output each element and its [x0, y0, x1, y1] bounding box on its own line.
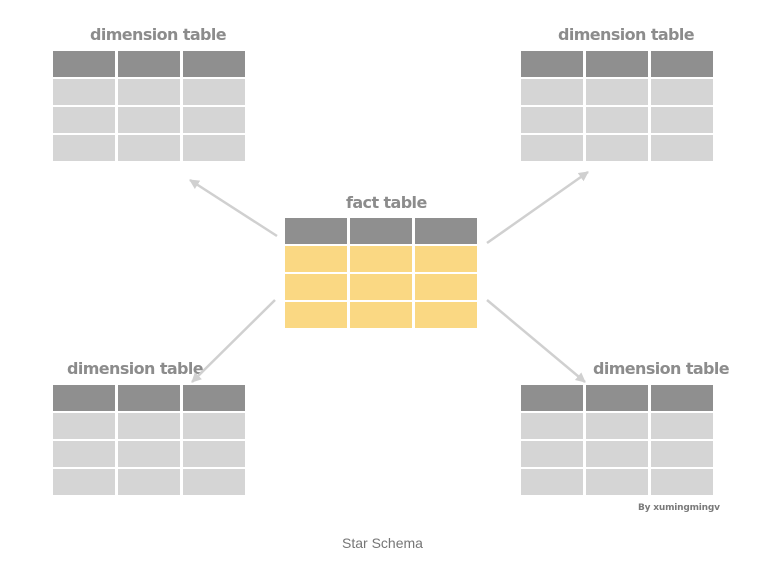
table-cell — [53, 135, 115, 161]
table-cell — [350, 302, 412, 328]
dimension-table-title-top-left: dimension table — [90, 25, 227, 44]
table-header-cell — [350, 218, 412, 244]
table-header-cell — [53, 385, 115, 411]
table-header-cell — [118, 51, 180, 77]
table-cell — [53, 441, 115, 467]
table-cell — [118, 469, 180, 495]
table-cell — [521, 413, 583, 439]
table-cell — [118, 107, 180, 133]
table-cell — [53, 79, 115, 105]
table-cell — [285, 302, 347, 328]
table-cell — [586, 469, 648, 495]
table-cell — [651, 107, 713, 133]
table-cell — [53, 107, 115, 133]
table-cell — [118, 413, 180, 439]
dimension-table-bottom-left — [53, 385, 245, 495]
table-cell — [415, 246, 477, 272]
table-header-cell — [415, 218, 477, 244]
table-cell — [521, 79, 583, 105]
table-cell — [183, 413, 245, 439]
table-header-cell — [53, 51, 115, 77]
table-header-cell — [183, 51, 245, 77]
table-cell — [586, 107, 648, 133]
table-cell — [586, 441, 648, 467]
author-credit: By xumingmingv — [638, 503, 720, 513]
table-cell — [118, 441, 180, 467]
arrow-to-top-right — [486, 170, 589, 245]
table-cell — [183, 469, 245, 495]
dimension-table-title-bottom-right: dimension table — [593, 359, 730, 378]
table-cell — [53, 469, 115, 495]
table-header-cell — [586, 51, 648, 77]
table-cell — [53, 413, 115, 439]
table-cell — [651, 79, 713, 105]
table-cell — [521, 107, 583, 133]
table-header-cell — [521, 385, 583, 411]
table-cell — [183, 441, 245, 467]
dimension-table-top-right — [521, 51, 713, 161]
table-cell — [586, 79, 648, 105]
table-cell — [183, 79, 245, 105]
table-cell — [183, 107, 245, 133]
table-header-cell — [651, 51, 713, 77]
table-cell — [415, 302, 477, 328]
table-cell — [651, 413, 713, 439]
dimension-table-title-top-right: dimension table — [558, 25, 695, 44]
dimension-table-title-bottom-left: dimension table — [67, 359, 204, 378]
table-cell — [350, 274, 412, 300]
table-header-cell — [183, 385, 245, 411]
table-header-cell — [118, 385, 180, 411]
dimension-table-bottom-right — [521, 385, 713, 495]
table-cell — [415, 274, 477, 300]
table-cell — [651, 469, 713, 495]
fact-table — [285, 218, 477, 328]
table-cell — [183, 135, 245, 161]
table-cell — [285, 274, 347, 300]
dimension-table-top-left — [53, 51, 245, 161]
table-cell — [285, 246, 347, 272]
table-cell — [118, 79, 180, 105]
fact-table-title: fact table — [346, 193, 427, 212]
table-cell — [118, 135, 180, 161]
table-header-cell — [285, 218, 347, 244]
table-cell — [651, 441, 713, 467]
table-cell — [350, 246, 412, 272]
table-header-cell — [586, 385, 648, 411]
figure-caption: Star Schema — [342, 535, 423, 551]
table-header-cell — [521, 51, 583, 77]
table-cell — [521, 441, 583, 467]
table-cell — [651, 135, 713, 161]
arrow-to-bottom-right — [486, 299, 586, 383]
table-cell — [521, 469, 583, 495]
arrow-to-bottom-left — [191, 299, 276, 383]
table-header-cell — [651, 385, 713, 411]
table-cell — [586, 413, 648, 439]
table-cell — [521, 135, 583, 161]
arrow-to-top-left — [189, 178, 278, 238]
table-cell — [586, 135, 648, 161]
